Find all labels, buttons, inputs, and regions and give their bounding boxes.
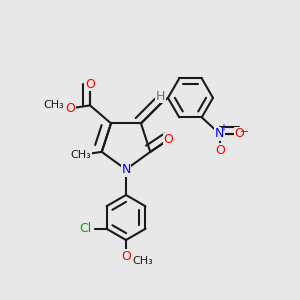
Text: O: O (85, 78, 95, 91)
Text: CH₃: CH₃ (132, 256, 153, 266)
Text: O: O (66, 102, 75, 115)
Text: CH₃: CH₃ (70, 150, 91, 160)
Text: −: − (240, 128, 249, 137)
Text: N: N (215, 128, 224, 140)
Text: H: H (156, 90, 165, 103)
Text: +: + (219, 124, 227, 134)
Text: O: O (215, 144, 225, 157)
Text: O: O (234, 128, 244, 140)
Text: Cl: Cl (80, 222, 92, 235)
Text: O: O (121, 250, 131, 263)
Text: N: N (121, 163, 131, 176)
Text: O: O (163, 134, 173, 146)
Text: CH₃: CH₃ (44, 100, 64, 110)
